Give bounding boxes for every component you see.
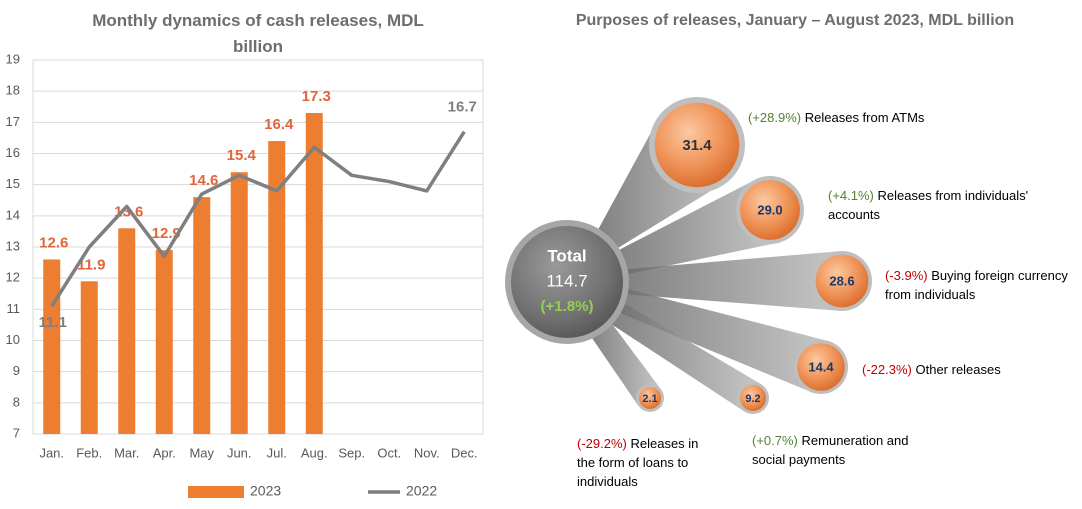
y-tick-label: 15 — [6, 176, 20, 191]
bubble-label: (-29.2%) Releases in the form of loans t… — [577, 434, 717, 491]
bar — [80, 281, 98, 434]
y-tick-label: 17 — [6, 114, 20, 129]
connector — [588, 319, 662, 407]
x-tick-label: Mar. — [114, 445, 139, 460]
right-title: Purposes of releases, January – August 2… — [575, 12, 1015, 29]
x-tick-label: Jul. — [267, 445, 287, 460]
bubble-value: 14.4 — [808, 359, 834, 374]
bubble — [654, 102, 740, 188]
change: (+28.9%) — [748, 110, 802, 125]
bubble-value: 9.2 — [745, 393, 760, 405]
y-tick-label: 11 — [7, 301, 21, 316]
change: (-22.3%) — [862, 362, 912, 377]
x-tick-label: Feb. — [76, 445, 102, 460]
label: Other releases — [915, 362, 1001, 377]
bubble — [740, 180, 800, 240]
label: Buying foreign currency from individuals — [885, 268, 1068, 302]
bar — [43, 259, 61, 434]
label: Releases from individuals' accounts — [828, 188, 1029, 222]
total-change: (+1.8%) — [541, 298, 594, 315]
label: Releases from ATMs — [804, 110, 925, 125]
y-tick-label: 9 — [13, 363, 20, 378]
connector — [621, 251, 843, 311]
label: Releases in the form of loans to individ… — [577, 436, 699, 489]
x-tick-label: Dec. — [451, 445, 478, 460]
y-tick-label: 18 — [6, 83, 20, 98]
bubble-value: 31.4 — [682, 137, 712, 154]
legend-label: 2023 — [250, 483, 281, 499]
total-bubble — [511, 226, 623, 338]
bubble-value: 2.1 — [642, 393, 657, 405]
bubble — [639, 387, 661, 409]
bar-value-label: 17.3 — [302, 88, 331, 105]
y-tick-label: 7 — [13, 425, 20, 440]
legend-swatch — [188, 486, 244, 498]
bubble — [797, 343, 845, 391]
y-tick-label: 10 — [6, 332, 20, 347]
line-value-label: 11.1 — [39, 314, 67, 331]
bar — [118, 228, 136, 434]
bubble-value: 29.0 — [757, 202, 782, 217]
bubble-value: 28.6 — [829, 273, 854, 288]
label: Remuneration and social payments — [752, 433, 909, 467]
bar — [155, 250, 173, 434]
y-tick-label: 14 — [6, 207, 20, 222]
x-tick-label: Oct. — [377, 445, 401, 460]
change: (-3.9%) — [885, 268, 928, 283]
change: (-29.2%) — [577, 436, 627, 451]
y-tick-label: 13 — [6, 238, 20, 253]
bubble — [740, 385, 766, 411]
x-tick-label: Jan. — [39, 445, 64, 460]
y-tick-label: 8 — [13, 394, 20, 409]
connector — [614, 287, 830, 393]
bar — [230, 172, 248, 434]
x-tick-label: Jun. — [227, 445, 252, 460]
y-tick-label: 16 — [6, 145, 20, 160]
total-value: 114.7 — [546, 271, 587, 290]
bubble-label: (-22.3%) Other releases — [862, 360, 1082, 379]
change: (+0.7%) — [752, 433, 798, 448]
y-tick-label: 19 — [6, 51, 20, 66]
x-tick-label: Aug. — [301, 445, 328, 460]
y-tick-label: 12 — [6, 270, 20, 285]
connector — [606, 300, 762, 412]
bar-value-label: 15.4 — [227, 147, 257, 164]
line — [50, 130, 466, 308]
bubble-label: (+4.1%) Releases from individuals' accou… — [828, 186, 1058, 224]
bar-value-label: 12.6 — [39, 234, 68, 251]
bubble — [815, 254, 869, 308]
x-tick-label: Sep. — [338, 445, 365, 460]
total-label: Total — [547, 246, 586, 265]
legend-label: 2022 — [406, 483, 437, 499]
bar-value-label: 14.6 — [189, 172, 218, 189]
bar-value-label: 16.4 — [264, 116, 294, 133]
bar — [305, 112, 323, 434]
x-tick-label: May — [189, 445, 214, 460]
bubble-label: (+0.7%) Remuneration and social payments — [752, 431, 927, 469]
x-tick-label: Apr. — [153, 445, 176, 460]
bar-value-label: 11.9 — [77, 256, 105, 273]
bar — [268, 141, 286, 435]
bar — [193, 197, 211, 434]
bubble-label: (+28.9%) Releases from ATMs — [748, 108, 1008, 127]
line-value-label: 16.7 — [448, 99, 477, 116]
bubble-label: (-3.9%) Buying foreign currency from ind… — [885, 266, 1080, 304]
left-title: Monthly dynamics of cash releases, MDL b… — [92, 11, 424, 56]
x-tick-label: Nov. — [414, 445, 440, 460]
change: (+4.1%) — [828, 188, 874, 203]
